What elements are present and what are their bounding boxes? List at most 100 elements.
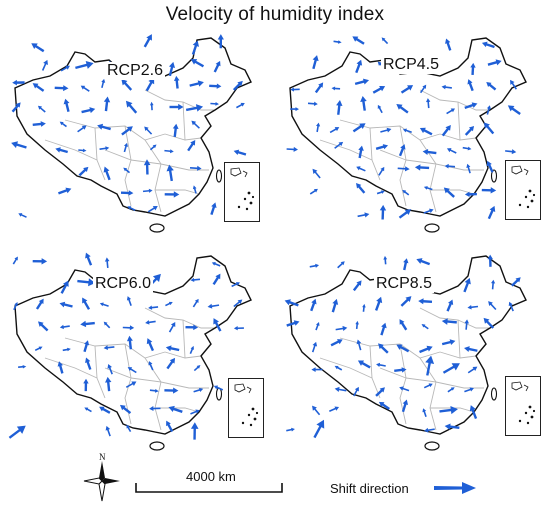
shift-arrow (467, 304, 479, 310)
inset-island (528, 405, 532, 409)
shift-arrow (446, 108, 456, 115)
shift-arrow (105, 425, 111, 437)
shift-arrow (443, 187, 455, 198)
north-label: N (99, 452, 106, 462)
shift-arrow (169, 103, 184, 111)
inset-island (518, 203, 522, 207)
province-boundary (379, 149, 407, 161)
shift-arrow (149, 388, 159, 393)
shift-arrow (105, 376, 112, 392)
shift-arrow (403, 258, 409, 271)
shift-arrow (104, 257, 110, 269)
shift-arrow (316, 122, 321, 133)
shift-arrow (190, 422, 199, 440)
shift-arrow (149, 101, 154, 111)
shift-arrow (210, 101, 219, 106)
province-boundary (457, 101, 490, 111)
shift-arrow (356, 339, 362, 351)
shift-arrow (143, 34, 152, 48)
shift-arrow (511, 277, 521, 287)
inset-island (530, 415, 534, 419)
province-boundary (457, 319, 490, 329)
shift-arrow (126, 296, 132, 306)
south-china-sea-inset (228, 378, 264, 438)
shift-arrow (213, 385, 224, 391)
south-china-sea-inset (505, 376, 541, 436)
shift-arrow (424, 427, 435, 433)
shift-arrow (12, 256, 18, 265)
shift-arrow (315, 321, 320, 331)
shift-arrow (394, 367, 407, 373)
shift-arrow (329, 406, 340, 412)
shift-arrow (400, 85, 414, 94)
inset-island (523, 168, 529, 176)
shift-arrow (425, 98, 431, 109)
shift-arrow (231, 282, 240, 288)
province-boundary (399, 343, 407, 425)
shift-arrow (168, 405, 183, 413)
shift-arrow (60, 65, 70, 72)
shift-arrow (439, 405, 458, 415)
province-boundary (144, 139, 162, 213)
shift-arrow (445, 38, 452, 51)
shift-arrow (103, 96, 111, 112)
shift-arrow (441, 339, 456, 346)
legend-label: Shift direction (330, 481, 409, 496)
shift-arrow (8, 425, 26, 439)
shift-arrow (311, 367, 323, 373)
shift-arrow (425, 355, 435, 376)
shift-arrow (126, 335, 133, 350)
scale-bar (135, 483, 283, 493)
shift-arrow (59, 324, 70, 330)
shift-arrow (125, 100, 138, 114)
inset-island (245, 207, 249, 211)
shift-arrow (207, 303, 220, 309)
shift-arrow (165, 345, 180, 352)
inset-island (230, 167, 242, 177)
shift-arrow (383, 255, 388, 265)
inset-island (532, 409, 536, 413)
shift-arrow (189, 80, 204, 87)
shift-arrow (84, 407, 92, 413)
shift-arrow (376, 362, 386, 368)
shift-arrow (78, 148, 87, 153)
shift-arrow (189, 345, 194, 354)
shift-arrow (446, 299, 454, 312)
shift-arrow (444, 423, 460, 430)
shift-arrow (309, 188, 318, 195)
island-outline (424, 441, 440, 451)
shift-arrow (423, 383, 433, 389)
shift-arrow (212, 273, 221, 286)
shift-arrow (185, 324, 199, 331)
shift-arrow (398, 144, 406, 157)
south-china-sea-inset (505, 160, 541, 220)
shift-arrow (401, 399, 409, 413)
shift-arrow (11, 141, 27, 149)
shift-arrow (125, 381, 137, 388)
province-boundary (419, 307, 461, 359)
shift-arrow (423, 208, 434, 214)
province-boundary (369, 127, 381, 181)
shift-arrow (444, 163, 456, 169)
shift-arrow (233, 149, 247, 156)
shift-arrow (416, 258, 431, 266)
province-boundary (144, 89, 186, 141)
shift-arrow (190, 277, 201, 282)
shift-arrow (312, 55, 319, 70)
map-panel-rcp85: RCP8.5 (280, 248, 550, 463)
shift-arrow (127, 206, 136, 211)
shift-arrow (355, 320, 359, 330)
shift-arrow (81, 107, 96, 114)
inset-island (526, 421, 530, 425)
shift-arrow (483, 317, 495, 329)
province-boundary (94, 127, 106, 181)
shift-arrow (375, 144, 389, 150)
province-boundary (44, 357, 98, 379)
province-boundary (439, 133, 477, 141)
shift-arrow (127, 367, 137, 374)
shift-arrow (233, 299, 243, 308)
shift-arrow (372, 86, 386, 94)
shift-arrow (463, 277, 471, 293)
shift-arrow (187, 139, 196, 152)
panel-label: RCP8.5 (374, 275, 435, 293)
